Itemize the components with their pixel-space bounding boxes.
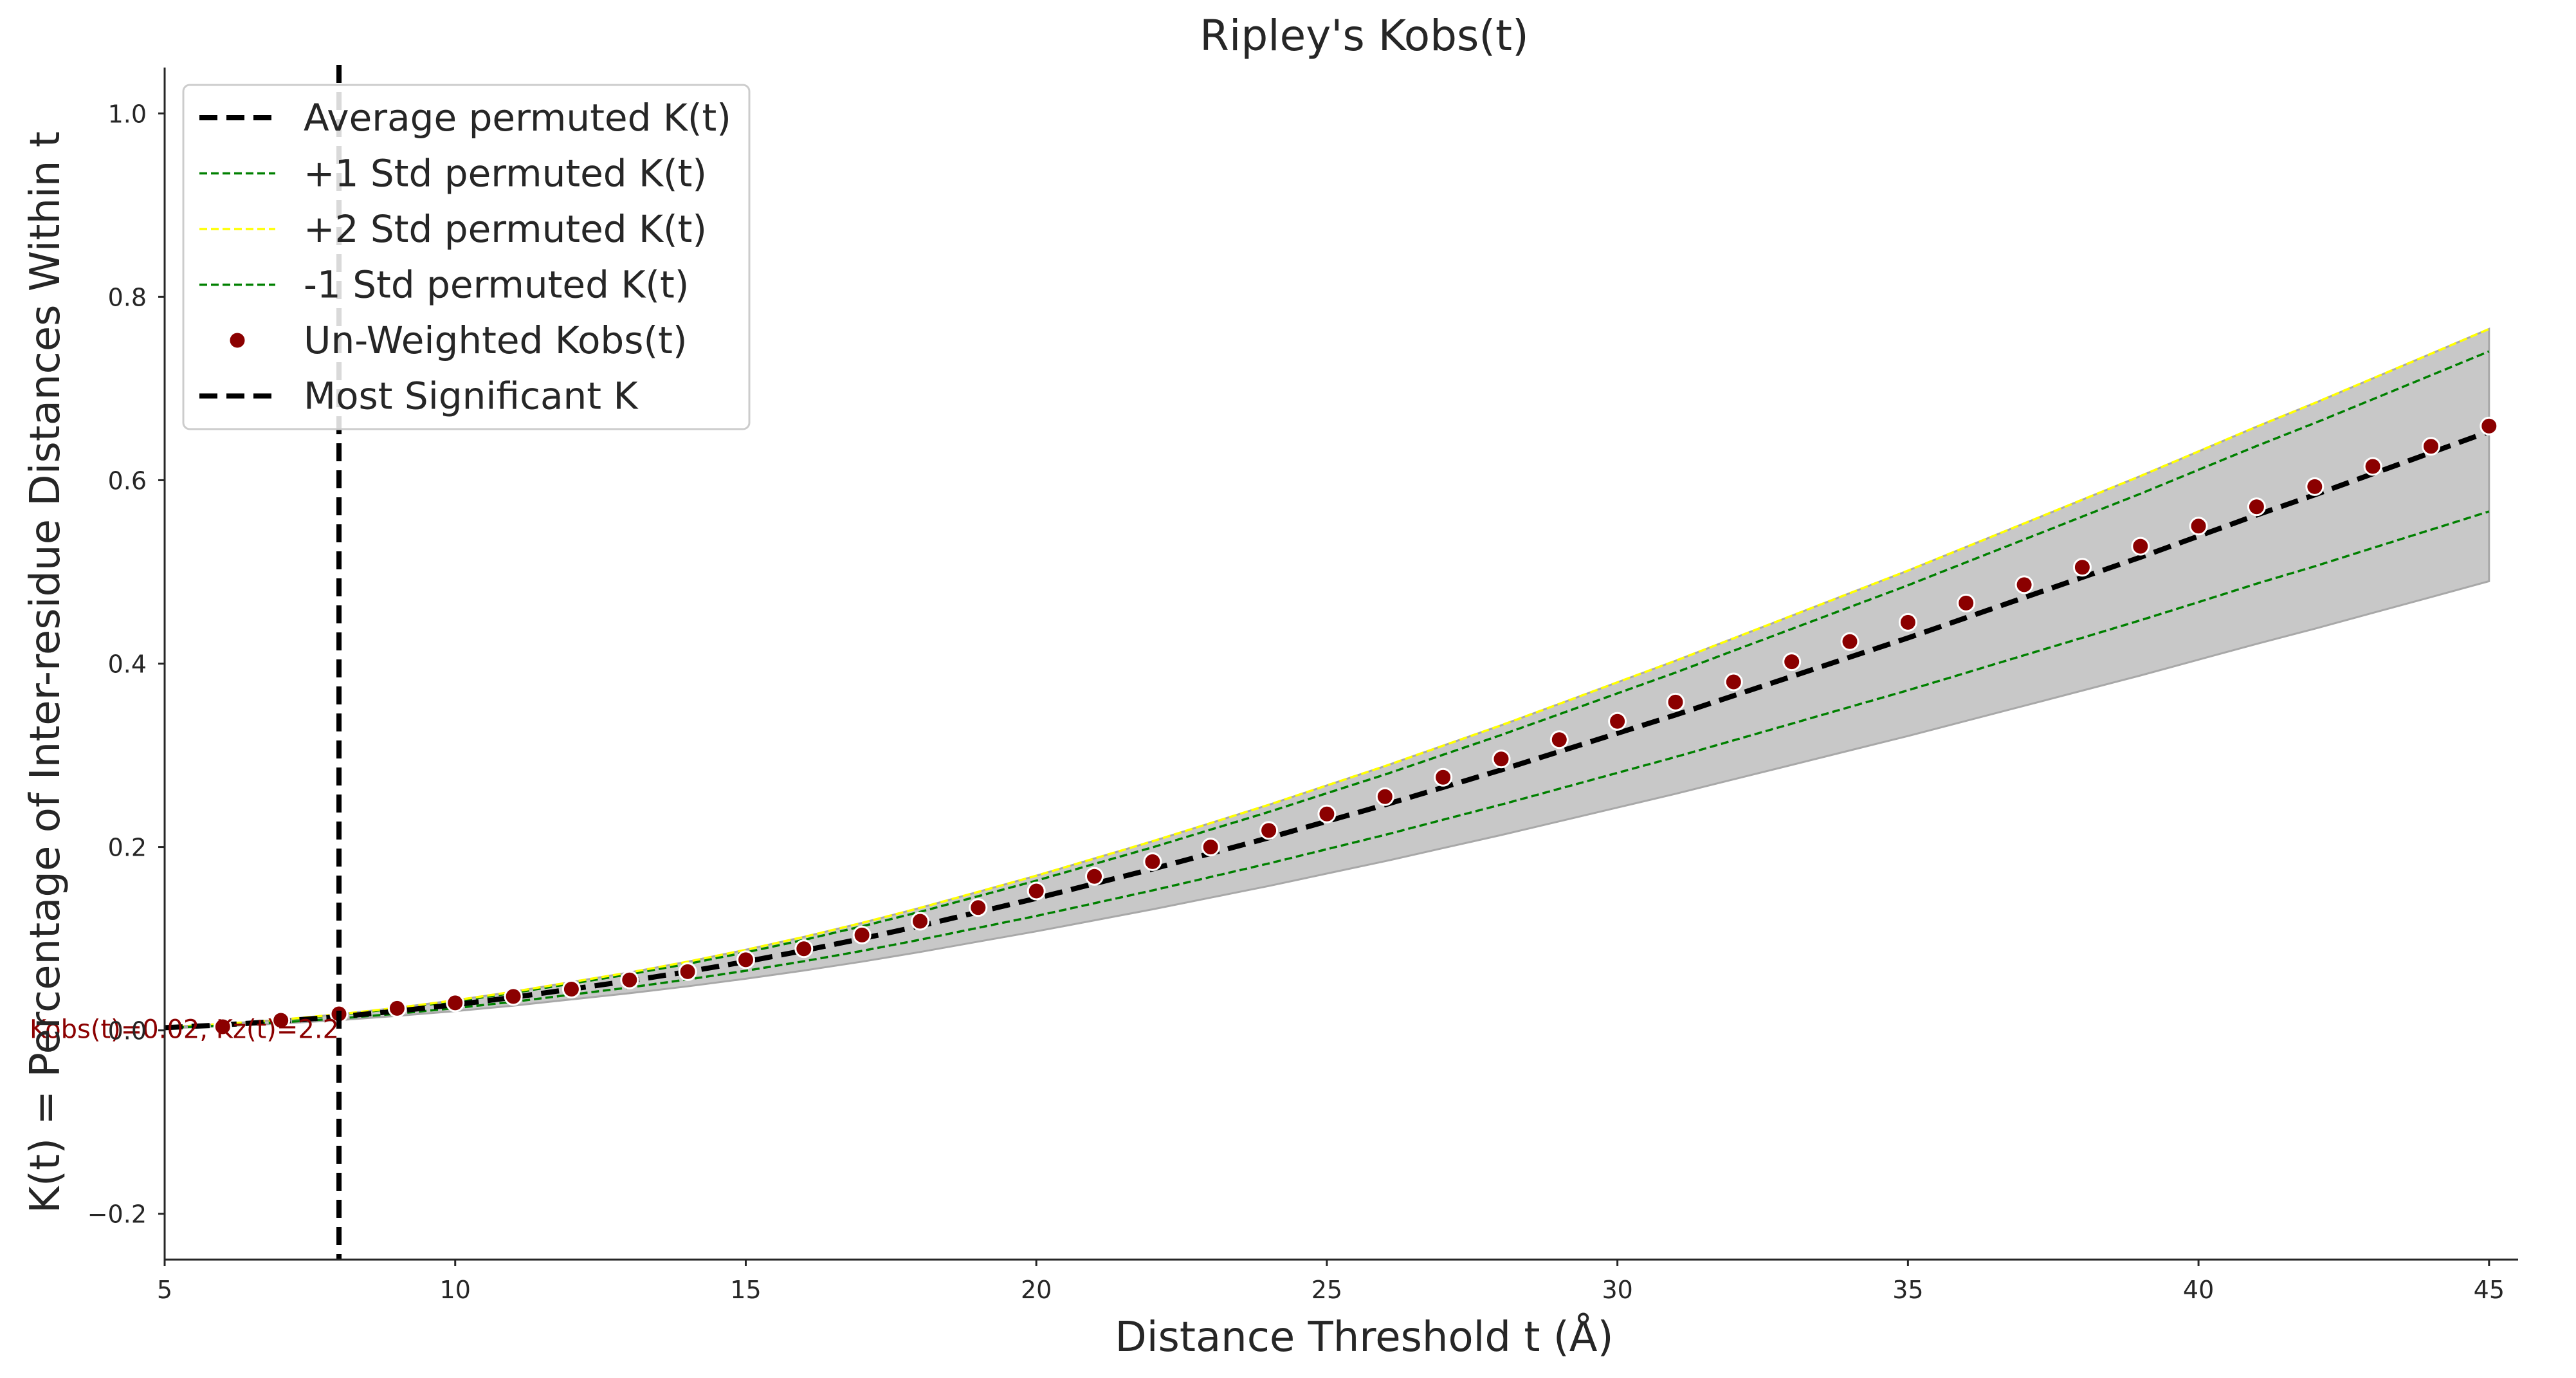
x-tick-label: 10 — [440, 1276, 471, 1304]
observed-point — [1085, 867, 1104, 886]
observed-point — [271, 1011, 291, 1030]
observed-point — [562, 980, 581, 998]
observed-point — [504, 987, 523, 1006]
legend-label: +1 Std permuted K(t) — [304, 152, 707, 196]
observed-point — [2189, 517, 2208, 536]
observed-point — [2480, 416, 2499, 436]
legend-label: Most Significant K — [304, 374, 639, 418]
observed-point — [1317, 804, 1337, 823]
observed-point — [969, 898, 988, 917]
y-tick-label: 0.2 — [108, 834, 147, 862]
legend-item: -1 Std permuted K(t) — [199, 263, 689, 307]
observed-point — [1724, 672, 1743, 692]
y-tick-label: −0.2 — [87, 1200, 147, 1229]
observed-point — [446, 993, 465, 1013]
observed-point — [387, 998, 406, 1018]
series-line-1-std-permuted-k-t — [164, 510, 2490, 1029]
y-tick-label: 0.4 — [108, 650, 147, 679]
x-axis-label: Distance Threshold t (Å) — [1115, 1312, 1613, 1361]
legend-item: Un-Weighted Kobs(t) — [228, 318, 687, 362]
observed-point — [2422, 437, 2440, 456]
observed-point — [1898, 612, 1917, 632]
observed-point — [213, 1017, 232, 1036]
x-tick-label: 5 — [157, 1276, 172, 1304]
observed-point — [1434, 767, 1453, 787]
x-tick-label: 45 — [2474, 1276, 2505, 1304]
x-tick-label: 25 — [1311, 1276, 1342, 1304]
x-tick-label: 15 — [730, 1276, 761, 1304]
observed-point — [1840, 632, 1859, 651]
chart-title: Ripley's Kobs(t) — [1200, 11, 1529, 60]
y-axis-label: K(t) = Percentage of Inter-residue Dista… — [22, 131, 69, 1213]
observed-point — [2247, 497, 2266, 517]
series-line-1-std-permuted-k-t — [164, 350, 2490, 1029]
observed-point — [1143, 852, 1162, 871]
observed-point — [1549, 730, 1569, 749]
x-tick-label: 20 — [1021, 1276, 1052, 1304]
observed-point — [911, 912, 929, 931]
observed-point — [2072, 558, 2092, 577]
observed-point — [1782, 652, 1802, 672]
legend-label: -1 Std permuted K(t) — [304, 263, 689, 307]
observed-point — [1957, 593, 1976, 612]
observed-point — [1201, 838, 1220, 857]
series-line-average-permuted-k-t — [164, 429, 2490, 1031]
axes: 5 10 15 20 25 30 35 40 45 −0.2 0.0 0.2 0.4 0.6 0.8 1.0 — [87, 68, 2518, 1304]
legend-item: +2 Std permuted K(t) — [199, 207, 707, 251]
observed-point — [2363, 457, 2382, 476]
legend-item: Most Significant K — [199, 374, 639, 418]
observed-point — [1027, 881, 1046, 901]
legend-item: Average permuted K(t) — [199, 96, 731, 140]
x-tick-label: 40 — [2183, 1276, 2214, 1304]
observed-point — [1492, 749, 1511, 769]
observed-point — [736, 950, 755, 969]
x-tick-label: 30 — [1602, 1276, 1632, 1304]
y-tick-label: 1.0 — [108, 100, 147, 128]
y-tick-label: 0.8 — [108, 283, 147, 311]
observed-point — [1375, 787, 1394, 806]
x-tick-labels: 5 10 15 20 25 30 35 40 45 — [157, 1260, 2505, 1304]
plot-area: Kobs(t)=0.02, Kz(t)=2.2 — [30, 65, 2499, 1260]
observed-point — [1608, 712, 1627, 731]
observed-point — [1666, 692, 1685, 712]
legend-box — [182, 84, 751, 430]
series-line-2-std-permuted-k-t — [164, 327, 2490, 1029]
y-tick-label: 0.6 — [108, 466, 147, 495]
observed-point — [2131, 537, 2150, 556]
y-tick-labels: −0.2 0.0 0.2 0.4 0.6 0.8 1.0 — [87, 100, 165, 1229]
legend-label: Average permuted K(t) — [304, 96, 731, 140]
legend-label: +2 Std permuted K(t) — [304, 207, 707, 251]
y-tick-label: 0.0 — [108, 1017, 147, 1045]
observed-point — [620, 970, 639, 989]
series-lines — [164, 327, 2490, 1031]
observed-point — [2014, 575, 2034, 594]
legend-label: Un-Weighted Kobs(t) — [304, 318, 687, 362]
legend-item: +1 Std permuted K(t) — [199, 152, 707, 196]
legend: Average permuted K(t) +1 Std permuted K(t… — [182, 84, 751, 430]
x-tick-label: 35 — [1892, 1276, 1923, 1304]
kobs-annotation: Kobs(t)=0.02, Kz(t)=2.2 — [30, 1015, 339, 1045]
observed-point — [794, 939, 814, 959]
observed-point — [852, 925, 872, 944]
observed-point — [1259, 821, 1279, 840]
observed-point — [2305, 477, 2325, 496]
observed-point — [678, 962, 697, 981]
legend-swatch — [228, 331, 247, 350]
